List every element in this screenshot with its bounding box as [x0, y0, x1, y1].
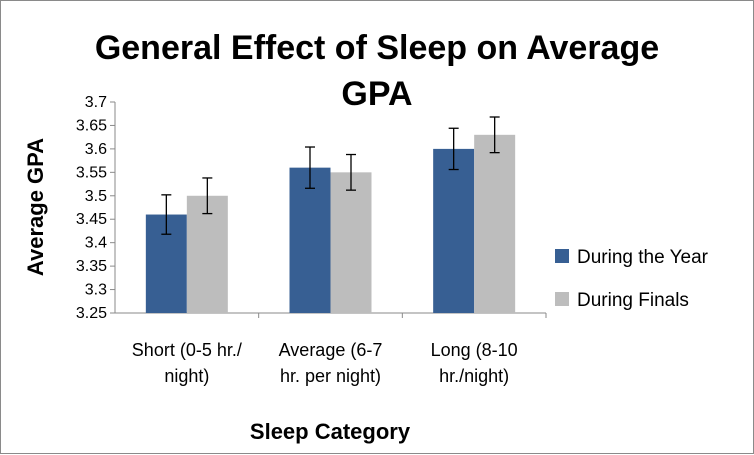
- error-bar: [161, 194, 172, 235]
- bar-during-finals: [474, 134, 516, 313]
- legend-swatch: [555, 249, 569, 263]
- y-axis-title: Average GPA: [23, 138, 48, 276]
- y-tick-label: 3.65: [76, 117, 107, 134]
- y-tick-label: 3.25: [76, 305, 107, 322]
- legend-label: During the Year: [577, 247, 709, 268]
- y-ticks: 3.25 3.3 3.35 3.4 3.45 3.5 3.55 3.6 3.65 3.7: [76, 94, 115, 322]
- error-bar: [489, 116, 500, 154]
- x-axis-title: Sleep Category: [250, 419, 411, 444]
- legend: During the Year During Finals: [555, 247, 709, 311]
- error-bar: [346, 153, 356, 191]
- legend-item: During the Year: [555, 247, 709, 268]
- error-bars: [161, 116, 500, 235]
- bars: [145, 134, 516, 313]
- error-bar: [305, 146, 315, 189]
- chart-title-line-2: GPA: [341, 75, 412, 113]
- y-tick-label: 3.55: [76, 164, 107, 181]
- legend-swatch: [555, 292, 569, 306]
- bar-during-finals: [330, 172, 372, 313]
- error-bar: [448, 127, 459, 171]
- bar-during-the-year: [289, 167, 331, 313]
- y-tick-label: 3.5: [85, 188, 107, 205]
- x-category-label: Average (6-7: [279, 340, 383, 360]
- x-category-label: Short (0-5 hr./: [132, 340, 242, 360]
- y-tick-label: 3.6: [85, 141, 107, 158]
- legend-item: During Finals: [555, 290, 689, 311]
- y-tick-label: 3.4: [85, 235, 107, 252]
- bar-during-the-year: [433, 148, 475, 313]
- y-tick-label: 3.35: [76, 258, 107, 275]
- chart-title-line-1: General Effect of Sleep on Average: [95, 29, 659, 67]
- x-category-label: night): [164, 366, 209, 386]
- category-labels: Short (0-5 hr./ night) Average (6-7 hr. per…: [132, 313, 547, 386]
- error-bar: [202, 177, 213, 215]
- x-category-label: hr. per night): [280, 366, 381, 386]
- y-tick-label: 3.45: [76, 211, 107, 228]
- legend-label: During Finals: [577, 290, 689, 311]
- x-category-label: Long (8-10: [431, 340, 518, 360]
- bar-during-finals: [186, 195, 228, 313]
- y-tick-label: 3.3: [85, 282, 107, 299]
- y-tick-label: 3.7: [85, 94, 107, 111]
- x-category-label: hr./night): [439, 366, 509, 386]
